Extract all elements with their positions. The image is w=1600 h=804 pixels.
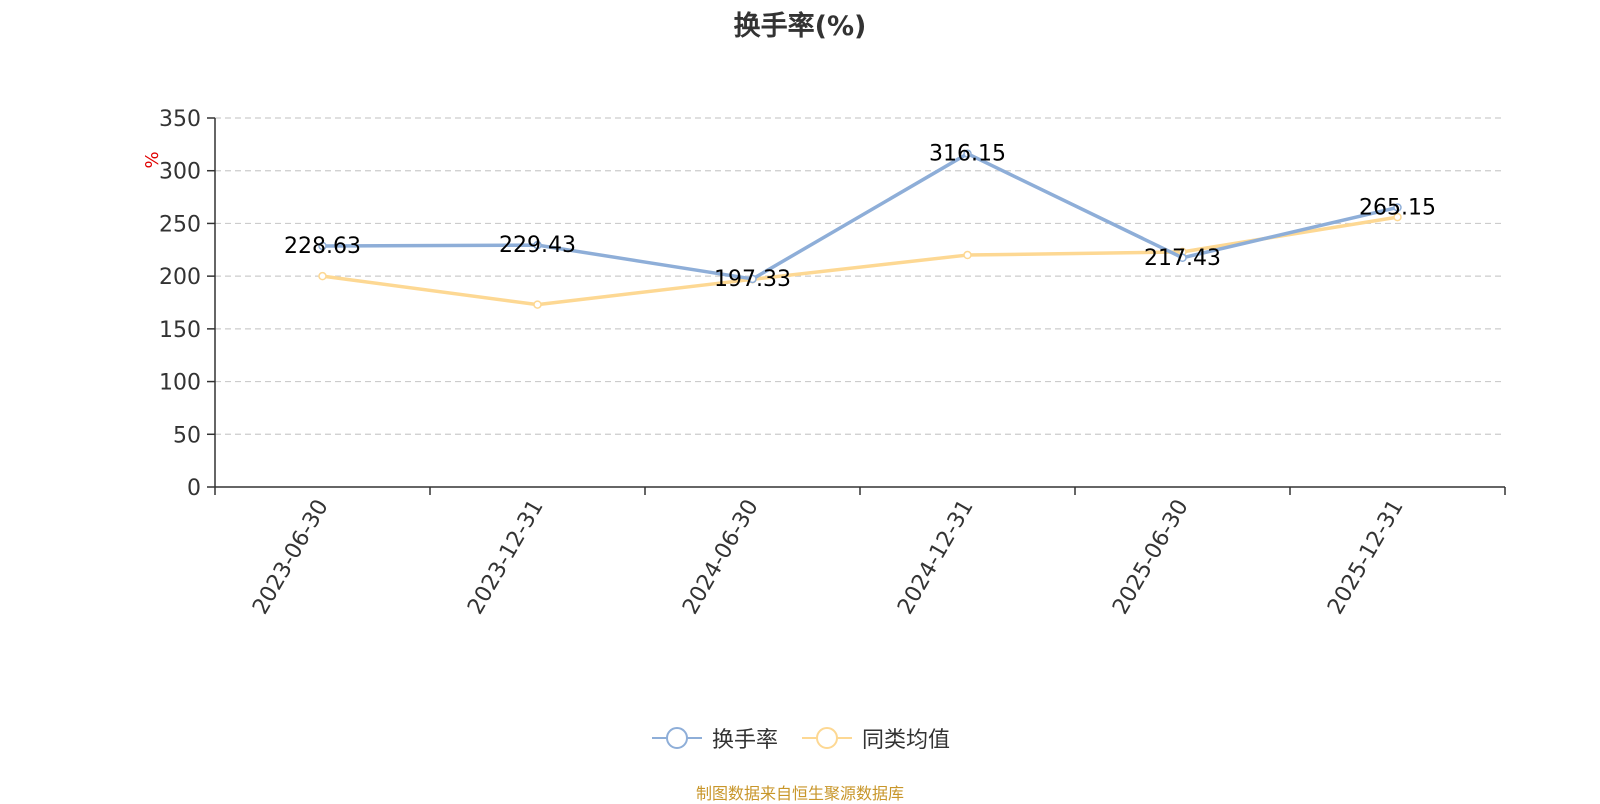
data-point: [963, 250, 972, 260]
data-point: [1393, 203, 1402, 212]
data-label: 229.43: [499, 233, 576, 258]
x-tick-label: 2025-12-31: [1323, 496, 1409, 619]
x-tick-label: 2023-12-31: [463, 496, 549, 619]
axes: 0 50 100 150 200 250 300 350% 2023-06-30 2023-12-…: [142, 107, 1506, 619]
y-tick-label: 50: [173, 423, 201, 448]
chart-title: 换手率(%): [733, 11, 867, 42]
legend-item-peer-average[interactable]: 同类均值: [800, 722, 950, 754]
data-point: [533, 240, 542, 250]
data-point: [963, 149, 972, 158]
data-labels: 228.63 229.43 197.33 316.15 217.43 265.15: [284, 142, 1436, 292]
data-label: 217.43: [1144, 246, 1221, 271]
y-tick-label: 300: [159, 160, 201, 185]
data-point: [1393, 212, 1402, 222]
data-point: [318, 241, 327, 251]
data-point: [1178, 253, 1187, 263]
grid-lines: [215, 117, 1505, 435]
data-label: 316.15: [929, 142, 1006, 167]
y-axis-label: %: [142, 151, 163, 168]
data-point: [748, 274, 757, 284]
y-tick-label: 350: [159, 107, 201, 132]
data-label: 197.33: [714, 267, 791, 292]
legend-swatch-turnover-icon: [651, 727, 702, 749]
series-lines: [318, 149, 1402, 309]
legend-swatch-peer-average-icon: [802, 727, 852, 749]
y-tick-label: 250: [159, 212, 201, 237]
x-tick-label: 2024-12-31: [893, 496, 979, 619]
legend: 换手率 同类均值: [0, 722, 1600, 754]
x-tick-label: 2024-06-30: [678, 496, 764, 619]
legend-label-turnover: 换手率: [711, 728, 778, 753]
legend-item-turnover[interactable]: 换手率: [650, 722, 778, 754]
source-note: 制图数据来自恒生聚源数据库: [695, 784, 904, 803]
y-tick-label: 200: [159, 265, 201, 290]
y-tick-label: 0: [187, 476, 201, 501]
x-tick-label: 2025-06-30: [1108, 496, 1194, 619]
series-line-1: [322, 215, 1398, 307]
data-point: [318, 271, 327, 281]
data-label: 265.15: [1359, 195, 1436, 220]
y-tick-label: 100: [159, 371, 201, 396]
y-tick-label: 150: [159, 318, 201, 343]
x-tick-label: 2023-06-30: [248, 496, 334, 619]
data-point: [533, 300, 542, 309]
series-line-0: [322, 151, 1398, 281]
legend-label-peer-average: 同类均值: [862, 728, 951, 753]
data-label: 228.63: [284, 234, 361, 259]
